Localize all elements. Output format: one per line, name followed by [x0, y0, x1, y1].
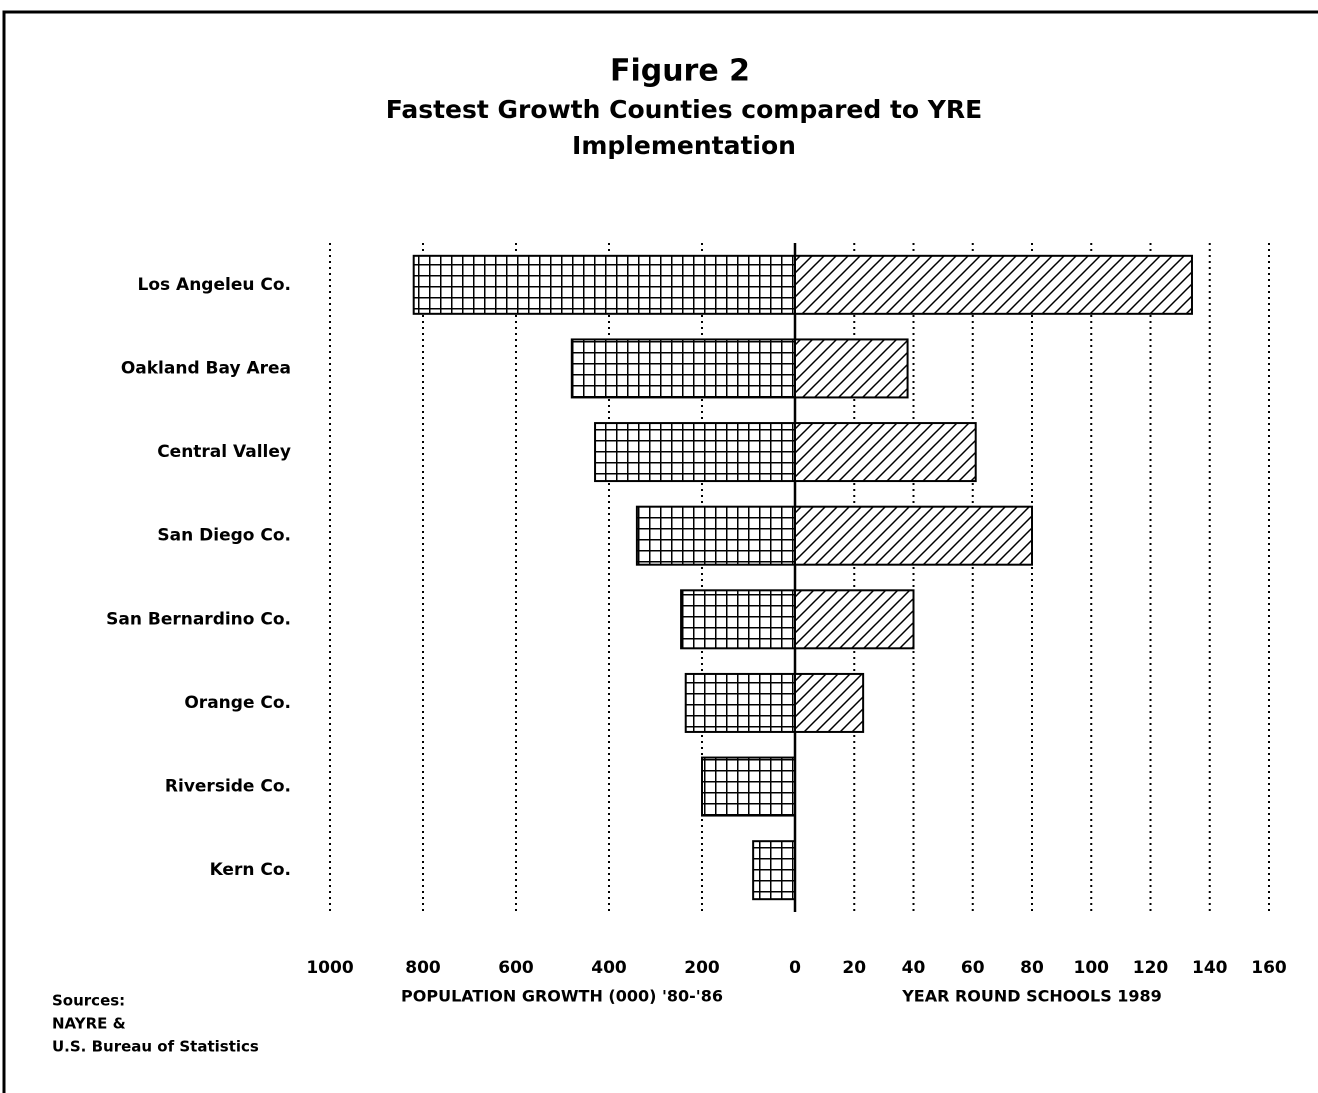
y-tick-label: Oakland Bay Area	[121, 358, 291, 378]
x2-tick-label: 0	[789, 958, 801, 978]
x2-tick-label: 60	[961, 958, 985, 978]
bar	[701, 756, 796, 817]
x2-tick-label: 40	[902, 958, 926, 978]
y-tick-label: San Bernardino Co.	[106, 609, 291, 629]
bar	[635, 505, 797, 566]
x-tick-label: 1000	[306, 958, 353, 978]
bar	[594, 422, 796, 483]
bar	[794, 254, 1193, 315]
chart-title: Figure 2	[610, 54, 750, 89]
x2-tick-label: 100	[1074, 958, 1110, 978]
chart-subtitle: Fastest Growth Counties compared to YRE	[386, 95, 983, 124]
bar	[752, 840, 797, 901]
bar	[684, 672, 796, 733]
bar	[794, 672, 865, 733]
source-note: NAYRE &	[52, 1015, 126, 1033]
frame	[2, 10, 1318, 1093]
y-tick-label: Central Valley	[157, 442, 291, 462]
chart-subtitle: Implementation	[572, 131, 796, 160]
bar	[570, 338, 796, 399]
y-tick-label: Orange Co.	[184, 693, 291, 713]
x-tick-label: 200	[684, 958, 720, 978]
axis-label: YEAR ROUND SCHOOLS 1989	[901, 987, 1162, 1006]
x2-tick-label: 20	[842, 958, 866, 978]
bar	[680, 589, 797, 650]
bar	[794, 422, 977, 483]
bar	[794, 338, 909, 399]
x2-tick-label: 140	[1192, 958, 1228, 978]
bar	[794, 589, 915, 650]
x2-tick-label: 80	[1020, 958, 1044, 978]
y-tick-label: San Diego Co.	[157, 526, 291, 546]
source-note: Sources:	[52, 992, 125, 1010]
x-tick-label: 600	[498, 958, 534, 978]
y-tick-label: Riverside Co.	[165, 777, 291, 797]
x-tick-label: 800	[405, 958, 441, 978]
y-tick-label: Los Angeleu Co.	[138, 275, 292, 295]
x2-tick-label: 160	[1251, 958, 1287, 978]
source-note: U.S. Bureau of Statistics	[52, 1038, 259, 1056]
axis-label: POPULATION GROWTH (000) '80-'86	[401, 987, 723, 1006]
x-tick-label: 400	[591, 958, 627, 978]
bar	[794, 505, 1033, 566]
x2-tick-label: 120	[1133, 958, 1169, 978]
y-tick-label: Kern Co.	[210, 860, 291, 880]
bar	[412, 254, 796, 315]
